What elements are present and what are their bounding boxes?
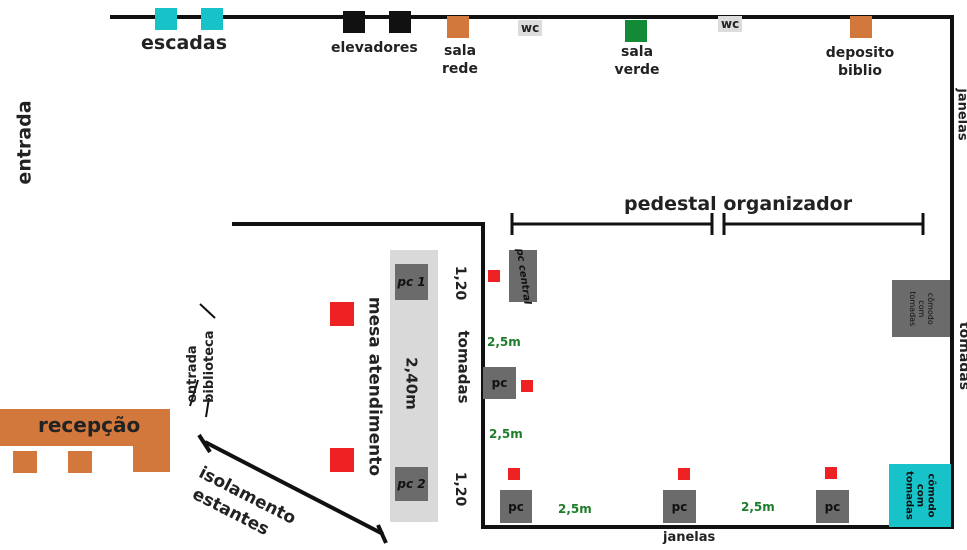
sala-verde-block xyxy=(625,20,647,42)
pc-1: pc 1 xyxy=(395,264,428,300)
chair-bottom xyxy=(330,448,354,472)
chair-pc-bottom-2 xyxy=(678,468,690,480)
tomadas-right-label: tomadas xyxy=(957,316,967,396)
chair-top xyxy=(330,302,354,326)
chair-pc-bottom-3 xyxy=(825,467,837,479)
escadas-label: escadas xyxy=(141,34,227,53)
recepcao-label: recepção xyxy=(38,415,140,435)
wc-label-1: wc xyxy=(518,20,542,36)
escadas-block-2 xyxy=(201,8,223,30)
gap-25m-c-label: 2,5m xyxy=(558,503,592,515)
chair-pc-central xyxy=(488,270,500,282)
gap-25m-a-label: 2,5m xyxy=(487,336,521,348)
mesa-atendimento-label: mesa atendimento xyxy=(366,297,383,477)
comodo-tomadas-grey: cômodo com tomadas xyxy=(892,280,950,337)
sala-verde-label: sala verde xyxy=(612,44,662,79)
pc-central: pc central xyxy=(509,250,537,302)
deposito-biblio-label: deposito biblio xyxy=(820,45,900,80)
dim-240-label: 2,40m xyxy=(404,354,419,414)
elevador-block-1 xyxy=(343,11,365,33)
pc-bottom-2: pc xyxy=(663,490,696,523)
recepcao-seat-2 xyxy=(68,451,92,473)
sala-rede-label: sala rede xyxy=(436,43,484,78)
pc-bottom-1: pc xyxy=(500,490,532,523)
elevador-block-2 xyxy=(389,11,411,33)
chair-pc-bottom-1 xyxy=(508,468,520,480)
gap-25m-b-label: 2,5m xyxy=(489,428,523,440)
sala-rede-block xyxy=(447,16,469,38)
tomadas-left-label: tomadas xyxy=(456,331,471,401)
dim-120-bottom-label: 1,20 xyxy=(453,469,467,509)
elevadores-label: elevadores xyxy=(331,41,418,55)
janelas-right-label: janelas xyxy=(956,85,967,145)
gap-25m-d-label: 2,5m xyxy=(741,501,775,513)
entrada-biblioteca-label: entrada biblioteca xyxy=(185,313,219,403)
comodo-tomadas-cyan: cômodo com tomadas xyxy=(889,464,951,527)
pedestal-organizador-label: pedestal organizador xyxy=(624,195,852,214)
pc-bottom-3: pc xyxy=(816,490,849,523)
entrada-label: entrada xyxy=(16,98,35,188)
recepcao-seat-1 xyxy=(13,451,37,473)
deposito-block xyxy=(850,16,872,38)
pc-2: pc 2 xyxy=(395,467,428,501)
pc-left-middle: pc xyxy=(483,367,516,399)
dim-120-top-label: 1,20 xyxy=(453,263,467,303)
chair-pc-left-middle xyxy=(521,380,533,392)
wc-label-2: wc xyxy=(718,16,742,32)
escadas-block-1 xyxy=(155,8,177,30)
janelas-bottom-label: janelas xyxy=(663,531,715,544)
